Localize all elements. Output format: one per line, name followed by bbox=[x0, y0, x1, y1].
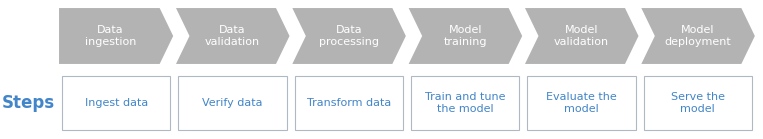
Polygon shape bbox=[639, 7, 756, 65]
FancyBboxPatch shape bbox=[62, 76, 170, 130]
FancyBboxPatch shape bbox=[644, 76, 752, 130]
FancyBboxPatch shape bbox=[527, 76, 636, 130]
Text: Steps: Steps bbox=[2, 94, 55, 112]
Text: Model
validation: Model validation bbox=[554, 25, 609, 47]
Text: Verify data: Verify data bbox=[202, 98, 262, 108]
FancyBboxPatch shape bbox=[179, 76, 287, 130]
Text: Ingest data: Ingest data bbox=[85, 98, 148, 108]
Polygon shape bbox=[174, 7, 291, 65]
Text: Serve the
model: Serve the model bbox=[671, 92, 725, 114]
FancyBboxPatch shape bbox=[295, 76, 403, 130]
Polygon shape bbox=[291, 7, 407, 65]
Text: Transform data: Transform data bbox=[307, 98, 391, 108]
Text: Train and tune
the model: Train and tune the model bbox=[425, 92, 505, 114]
Polygon shape bbox=[523, 7, 639, 65]
Text: Data
ingestion: Data ingestion bbox=[85, 25, 137, 47]
Text: Data
processing: Data processing bbox=[319, 25, 379, 47]
Text: Model
training: Model training bbox=[443, 25, 487, 47]
FancyBboxPatch shape bbox=[411, 76, 520, 130]
Text: Data
validation: Data validation bbox=[205, 25, 260, 47]
Polygon shape bbox=[58, 7, 174, 65]
Text: Evaluate the
model: Evaluate the model bbox=[546, 92, 617, 114]
Text: Model
deployment: Model deployment bbox=[665, 25, 731, 47]
Polygon shape bbox=[407, 7, 523, 65]
